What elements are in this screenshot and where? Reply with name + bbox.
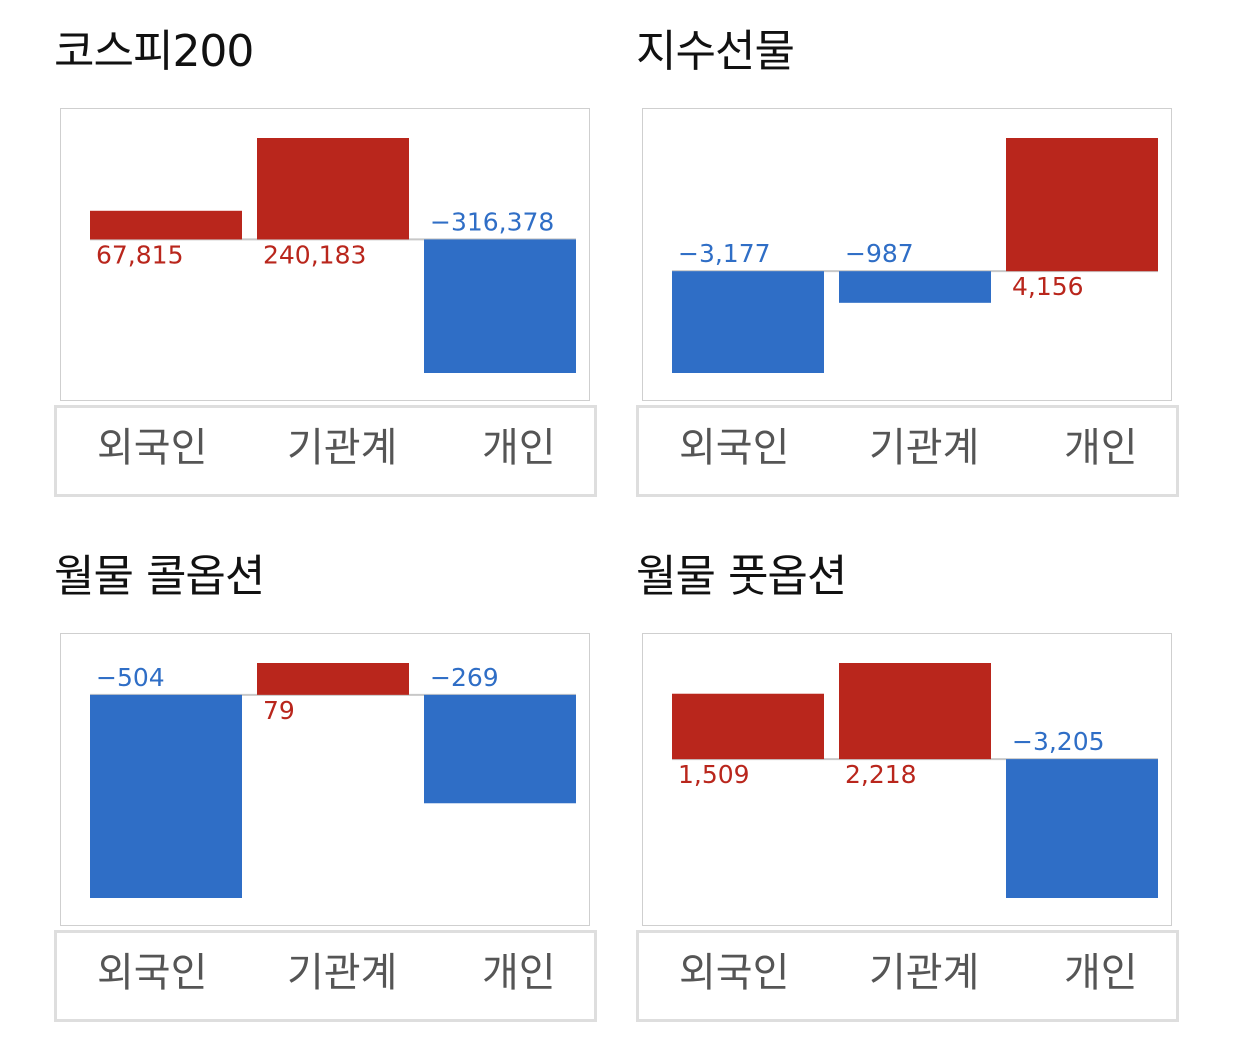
chart-panel-monthly-put: 월물 풋옵션 1,509 2,218 −3,205 외국인 기관계 개인 bbox=[636, 555, 1181, 1035]
value-label-institution: 79 bbox=[263, 696, 295, 725]
bar-individual bbox=[424, 239, 576, 373]
value-label-individual: −269 bbox=[430, 663, 499, 692]
category-label-institution: 기관계 bbox=[869, 425, 980, 471]
value-label-foreign: 67,815 bbox=[96, 240, 183, 269]
bar-foreign bbox=[672, 693, 824, 760]
value-label-institution: −987 bbox=[845, 239, 914, 268]
value-label-foreign: 1,509 bbox=[678, 760, 750, 789]
chart-panel-monthly-call: 월물 콜옵션 −504 79 −269 외국인 기관계 개인 bbox=[54, 555, 599, 1035]
bar-chart: −504 79 −269 bbox=[90, 663, 576, 898]
bar-individual bbox=[1006, 759, 1158, 898]
chart-panel-kospi200: 코스피200 67,815 240,183 −316,378 외국인 기관계 개인 bbox=[54, 30, 599, 510]
category-label-institution: 기관계 bbox=[287, 950, 398, 996]
chart-panel-index-futures: 지수선물 −3,177 −987 4,156 외국인 기관계 개인 bbox=[636, 30, 1181, 510]
bar-individual bbox=[1006, 138, 1158, 272]
bar-institution bbox=[257, 138, 409, 240]
category-label-foreign: 외국인 bbox=[97, 425, 208, 471]
category-label-institution: 기관계 bbox=[287, 425, 398, 471]
category-label-individual: 개인 bbox=[482, 950, 556, 996]
category-label-foreign: 외국인 bbox=[679, 950, 790, 996]
value-label-individual: −316,378 bbox=[430, 207, 554, 236]
category-label-individual: 개인 bbox=[1064, 950, 1138, 996]
category-axis: 외국인 기관계 개인 bbox=[636, 405, 1179, 497]
value-label-individual: −3,205 bbox=[1012, 727, 1105, 756]
category-label-foreign: 외국인 bbox=[97, 950, 208, 996]
bar-foreign bbox=[90, 210, 242, 240]
chart-title: 코스피200 bbox=[54, 26, 254, 77]
chart-title: 월물 풋옵션 bbox=[636, 551, 847, 602]
chart-area: 1,509 2,218 −3,205 bbox=[642, 633, 1172, 926]
chart-area: −3,177 −987 4,156 bbox=[642, 108, 1172, 401]
chart-area: 67,815 240,183 −316,378 bbox=[60, 108, 590, 401]
category-axis: 외국인 기관계 개인 bbox=[636, 930, 1179, 1022]
category-label-individual: 개인 bbox=[482, 425, 556, 471]
value-label-foreign: −3,177 bbox=[678, 239, 771, 268]
bar-chart: −3,177 −987 4,156 bbox=[672, 138, 1158, 373]
category-label-institution: 기관계 bbox=[869, 950, 980, 996]
bar-chart: 67,815 240,183 −316,378 bbox=[90, 138, 576, 373]
value-label-individual: 4,156 bbox=[1012, 272, 1084, 301]
category-axis: 외국인 기관계 개인 bbox=[54, 930, 597, 1022]
bar-institution bbox=[839, 271, 991, 303]
chart-title: 지수선물 bbox=[636, 26, 795, 77]
bar-foreign bbox=[672, 271, 824, 373]
bar-institution bbox=[839, 663, 991, 760]
category-axis: 외국인 기관계 개인 bbox=[54, 405, 597, 497]
chart-title: 월물 콜옵션 bbox=[54, 551, 265, 602]
bar-institution bbox=[257, 663, 409, 695]
value-label-institution: 2,218 bbox=[845, 760, 917, 789]
chart-area: −504 79 −269 bbox=[60, 633, 590, 926]
bar-foreign bbox=[90, 694, 242, 898]
value-label-foreign: −504 bbox=[96, 663, 165, 692]
bar-chart: 1,509 2,218 −3,205 bbox=[672, 663, 1158, 898]
bar-individual bbox=[424, 694, 576, 804]
category-label-individual: 개인 bbox=[1064, 425, 1138, 471]
value-label-institution: 240,183 bbox=[263, 240, 366, 269]
category-label-foreign: 외국인 bbox=[679, 425, 790, 471]
